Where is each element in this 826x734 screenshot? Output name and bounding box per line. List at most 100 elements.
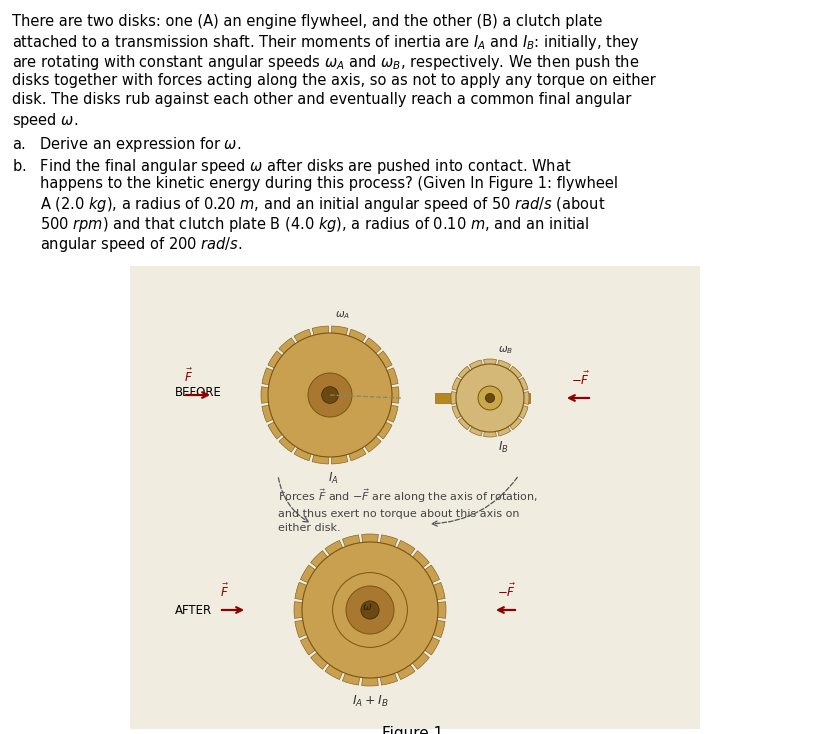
Circle shape (268, 333, 392, 457)
Wedge shape (483, 359, 496, 366)
Wedge shape (386, 405, 398, 422)
Text: disks together with forces acting along the axis, so as not to apply any torque : disks together with forces acting along … (12, 73, 656, 87)
Wedge shape (377, 351, 392, 368)
Text: $I_A$: $I_A$ (328, 471, 339, 486)
Circle shape (478, 386, 502, 410)
Circle shape (361, 601, 379, 619)
Wedge shape (518, 377, 528, 390)
Wedge shape (268, 421, 283, 439)
Text: disk. The disks rub against each other and eventually reach a common final angul: disk. The disks rub against each other a… (12, 92, 631, 107)
Text: $\vec{F}$: $\vec{F}$ (184, 368, 193, 385)
Wedge shape (451, 392, 458, 404)
Wedge shape (497, 360, 510, 370)
Bar (275, 388, 330, 402)
Bar (435, 393, 490, 403)
Wedge shape (349, 330, 366, 343)
Wedge shape (301, 565, 316, 583)
Wedge shape (279, 436, 296, 452)
Wedge shape (364, 436, 381, 452)
Bar (370, 603, 425, 617)
Text: $I_A + I_B$: $I_A + I_B$ (352, 694, 388, 709)
Wedge shape (325, 540, 343, 556)
Wedge shape (458, 366, 471, 379)
Text: BEFORE: BEFORE (175, 387, 222, 399)
Text: angular speed of 200 $rad/s$.: angular speed of 200 $rad/s$. (40, 234, 243, 253)
Circle shape (302, 542, 438, 678)
Text: happens to the kinetic energy during this process? (Given In Figure 1: flywheel: happens to the kinetic energy during thi… (40, 176, 618, 191)
Text: $\omega_B$: $\omega_B$ (498, 344, 513, 356)
Wedge shape (261, 387, 269, 403)
Wedge shape (311, 550, 328, 568)
Wedge shape (509, 366, 522, 379)
Wedge shape (331, 326, 348, 336)
Wedge shape (469, 360, 482, 370)
Text: $\omega$: $\omega$ (362, 602, 373, 612)
Wedge shape (312, 454, 329, 464)
Wedge shape (295, 620, 307, 638)
Text: There are two disks: one (A) an engine flywheel, and the other (B) a clutch plat: There are two disks: one (A) an engine f… (12, 14, 602, 29)
Wedge shape (391, 387, 399, 403)
Text: speed $\omega$.: speed $\omega$. (12, 112, 78, 131)
Wedge shape (518, 405, 528, 418)
Wedge shape (301, 637, 316, 655)
Text: 500 $rpm$) and that clutch plate B (4.0 $kg$), a radius of 0.10 $m$, and an init: 500 $rpm$) and that clutch plate B (4.0 … (40, 215, 590, 234)
Wedge shape (380, 672, 397, 685)
Wedge shape (509, 417, 522, 429)
Text: A (2.0 $kg$), a radius of 0.20 $m$, and an initial angular speed of 50 $rad/s$ (: A (2.0 $kg$), a radius of 0.20 $m$, and … (40, 195, 605, 214)
Wedge shape (294, 330, 311, 343)
Wedge shape (312, 326, 329, 336)
Wedge shape (262, 368, 274, 385)
Circle shape (486, 393, 495, 402)
Wedge shape (523, 392, 529, 404)
Wedge shape (397, 664, 415, 680)
Wedge shape (331, 454, 348, 464)
Wedge shape (262, 405, 274, 422)
Wedge shape (294, 447, 311, 461)
Text: $\omega_A$: $\omega_A$ (335, 309, 350, 321)
Text: attached to a transmission shaft. Their moments of inertia are $I_A$ and $I_B$: : attached to a transmission shaft. Their … (12, 34, 640, 53)
Circle shape (346, 586, 394, 634)
Wedge shape (433, 582, 445, 600)
Wedge shape (424, 637, 439, 655)
Wedge shape (452, 377, 462, 390)
Text: are rotating with constant angular speeds $\omega_A$ and $\omega_B$, respectivel: are rotating with constant angular speed… (12, 53, 639, 72)
Circle shape (321, 387, 339, 404)
Text: b.   Find the final angular speed $\omega$ after disks are pushed into contact. : b. Find the final angular speed $\omega$… (12, 156, 572, 175)
Bar (315, 603, 370, 617)
Wedge shape (412, 652, 430, 669)
Text: Forces $\vec{F}$ and $-\vec{F}$ are along the axis of rotation,
and thus exert n: Forces $\vec{F}$ and $-\vec{F}$ are alon… (278, 487, 538, 533)
Text: $\vec{F}$: $\vec{F}$ (220, 583, 229, 600)
Wedge shape (483, 431, 496, 437)
Text: $-\vec{F}$: $-\vec{F}$ (497, 583, 516, 600)
Wedge shape (424, 565, 439, 583)
Wedge shape (311, 652, 328, 669)
Wedge shape (295, 582, 307, 600)
Wedge shape (452, 405, 462, 418)
Wedge shape (469, 426, 482, 436)
Wedge shape (294, 602, 303, 618)
Bar (490, 393, 530, 403)
Wedge shape (343, 535, 360, 548)
Wedge shape (497, 426, 510, 436)
Wedge shape (377, 421, 392, 439)
Wedge shape (362, 534, 378, 543)
Text: a.   Derive an expression for $\omega$.: a. Derive an expression for $\omega$. (12, 135, 241, 154)
Wedge shape (362, 677, 378, 686)
Wedge shape (433, 620, 445, 638)
Wedge shape (380, 535, 397, 548)
Text: Figure 1: Figure 1 (382, 726, 444, 734)
Circle shape (308, 373, 352, 417)
Wedge shape (268, 351, 283, 368)
Wedge shape (343, 672, 360, 685)
Wedge shape (386, 368, 398, 385)
Wedge shape (325, 664, 343, 680)
Wedge shape (412, 550, 430, 568)
Wedge shape (349, 447, 366, 461)
Bar (130, 266, 700, 729)
Wedge shape (279, 338, 296, 354)
Text: $I_B$: $I_B$ (498, 440, 509, 455)
Wedge shape (397, 540, 415, 556)
Wedge shape (437, 602, 446, 618)
Text: AFTER: AFTER (175, 603, 212, 617)
Wedge shape (458, 417, 471, 429)
